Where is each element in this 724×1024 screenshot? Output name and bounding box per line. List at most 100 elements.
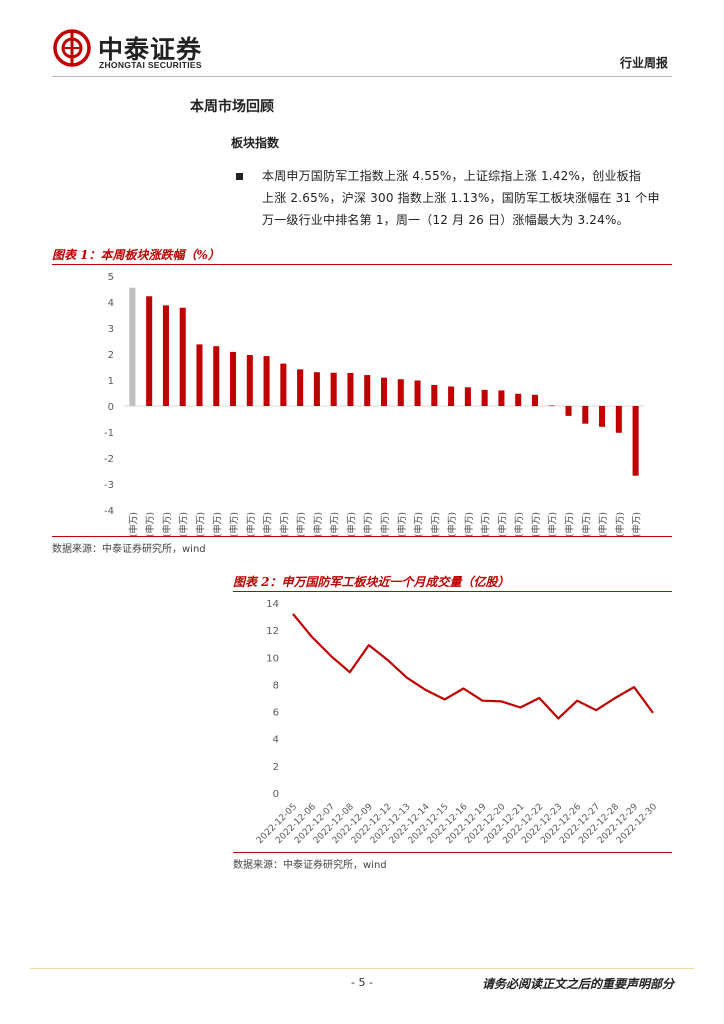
y-tick-label: 1 (108, 376, 114, 387)
bar (196, 344, 203, 406)
y-tick-label: 6 (273, 708, 279, 719)
bullet-paragraph: 本周申万国防军工指数上涨 4.55%，上证综指上涨 1.42%，创业板指 上涨 … (262, 165, 682, 231)
y-tick-label: 8 (273, 680, 279, 691)
category-label: 电力设备(申万) (178, 512, 190, 536)
section-title: 本周市场回顾 (190, 99, 274, 115)
y-tick-label: 0 (108, 402, 114, 413)
y-tick-label: 14 (266, 599, 279, 610)
subsection-title: 板块指数 (231, 136, 280, 150)
figure2-caption: 图表 2：申万国防军工板块近一个月成交量（亿股） (233, 575, 510, 589)
y-tick-label: 2 (108, 350, 114, 361)
category-label: 商贸零售(申万) (530, 512, 542, 536)
bar (448, 386, 455, 406)
category-label: 电子(申万) (312, 512, 324, 536)
category-label: 基础化工(申万) (278, 512, 290, 536)
footer-disclaimer: 请务必阅读正文之后的重要声明部分 (481, 977, 674, 991)
figure2-source: 数据来源：中泰证券研究所，wind (233, 860, 387, 871)
category-label: 有色金属(申万) (496, 512, 508, 536)
bar (297, 369, 304, 406)
bar (548, 405, 555, 407)
bar (414, 380, 421, 406)
sector-change-bar-chart: 5 4 3 2 1 0 -1 -2 -3 -4 国防军工(申万) 公用事业(申万) 美容护理(申万) 电力… (104, 272, 644, 536)
bullet-line-1: 本周申万国防军工指数上涨 4.55%，上证综指上涨 1.42%，创业板指 (262, 169, 642, 183)
bar (380, 377, 388, 406)
y-tick-label: -4 (104, 506, 114, 517)
bar (263, 356, 270, 406)
category-label: 建筑装饰(申万) (480, 512, 492, 536)
bar (632, 406, 639, 476)
y-tick-label: 2 (273, 762, 279, 773)
bar (481, 389, 488, 406)
bullet-marker (236, 173, 243, 180)
category-label: 公用事业(申万) (144, 512, 156, 536)
bar (230, 351, 237, 406)
category-label: 社会服务(申万) (396, 512, 408, 536)
volume-series-line (292, 613, 654, 720)
category-label: 传媒(申万) (262, 512, 274, 536)
bar (146, 296, 153, 406)
category-label: 轻工制造(申万) (429, 512, 441, 536)
y-tick-label: 4 (108, 298, 114, 309)
bar (364, 375, 371, 406)
bar (615, 406, 622, 433)
category-label: 计算机(申万) (295, 512, 307, 536)
volume-line-chart: 024681012142022-12-052022-12-062022-12-0… (255, 599, 659, 846)
category-label: 美容护理(申万) (161, 512, 173, 536)
footer-divider (30, 968, 694, 969)
figure1-source: 数据来源：中泰证券研究所，wind (52, 544, 206, 555)
bar (213, 346, 220, 406)
category-label: 家用电器(申万) (580, 512, 592, 536)
category-label: 非银金融(申万) (345, 512, 357, 536)
y-tick-label: -2 (104, 454, 114, 465)
figure2-top-rule (233, 591, 672, 592)
bar (330, 372, 337, 406)
y-tick-label: 12 (266, 626, 279, 637)
y-tick-label: 10 (266, 653, 279, 664)
y-tick-label: 0 (273, 789, 279, 800)
figure1-top-rule (52, 264, 672, 265)
bullet-line-2: 上涨 2.65%，沪深 300 指数上涨 1.13%，国防军工板块涨幅在 31 … (262, 191, 660, 205)
y-tick-label: -1 (104, 428, 114, 439)
bar (246, 355, 253, 406)
category-label: 建筑材料(申万) (614, 512, 626, 536)
category-label: 综合(申万) (446, 512, 458, 536)
company-name-cn: 中泰证券 (98, 35, 203, 64)
bar (347, 372, 354, 406)
figure1-caption: 图表 1：本周板块涨跌幅（%） (52, 248, 220, 262)
bar (582, 406, 589, 424)
figure1-bottom-rule (52, 536, 672, 537)
category-label: 食品饮料(申万) (597, 512, 609, 536)
y-tick-label: 3 (108, 324, 114, 335)
bar (531, 394, 538, 406)
y-tick-label: 5 (108, 272, 114, 283)
category-label: 汽车(申万) (463, 512, 475, 536)
category-label: 医药生物(申万) (413, 512, 425, 536)
header: 中泰证券 ZHONGTAI SECURITIES 行业周报 (0, 0, 724, 80)
y-tick-label: -3 (104, 480, 114, 491)
category-label: 房地产(申万) (631, 512, 643, 536)
category-label: 机械设备(申万) (245, 512, 257, 536)
bar (464, 387, 471, 406)
category-label: 钢铁(申万) (513, 512, 525, 536)
bar (431, 384, 438, 406)
category-label: 纺织服饰(申万) (379, 512, 391, 536)
category-label: 国防军工(申万) (127, 512, 139, 536)
bar (397, 379, 404, 406)
bar (599, 406, 606, 427)
category-label: 交通运输(申万) (547, 512, 559, 536)
bar (179, 307, 186, 406)
bar (565, 406, 572, 416)
bar (498, 390, 505, 406)
page-number: - 5 - (351, 976, 373, 989)
category-label: 环保(申万) (194, 512, 206, 536)
category-label: 银行(申万) (211, 512, 223, 536)
figure2-bottom-rule (233, 852, 672, 853)
bar (313, 372, 320, 406)
category-label: 煤炭(申万) (564, 512, 576, 536)
bar (129, 287, 136, 406)
bullet-line-3: 万一级行业中排名第 1，周一（12 月 26 日）涨幅最大为 3.24%。 (262, 213, 629, 227)
category-label: 通信(申万) (362, 512, 374, 536)
bar (162, 305, 169, 406)
header-divider (52, 76, 672, 77)
report-type: 行业周报 (619, 56, 668, 70)
